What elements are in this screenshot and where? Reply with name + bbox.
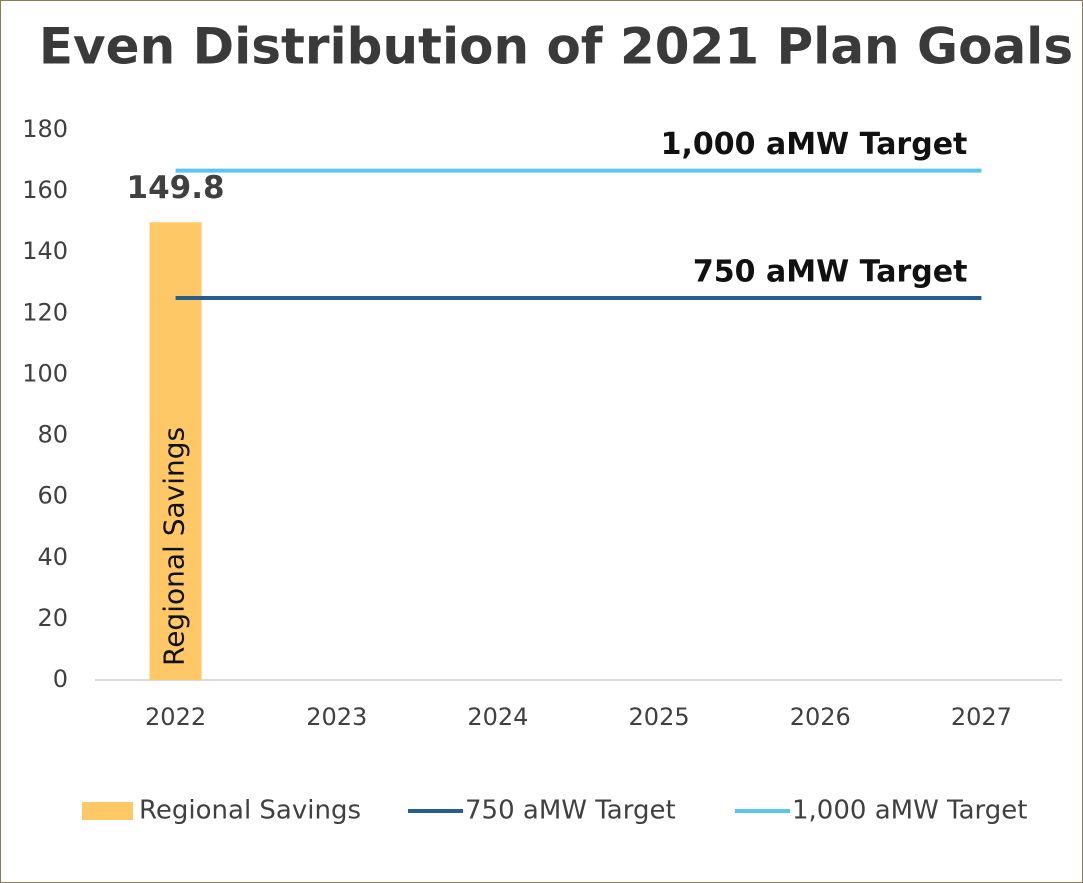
x-tick-label: 2023 <box>306 703 367 731</box>
y-tick-label: 20 <box>37 604 68 632</box>
bar-label: Regional Savings <box>158 427 191 666</box>
x-tick-label: 2025 <box>629 703 690 731</box>
x-tick-label: 2022 <box>145 703 206 731</box>
x-tick-label: 2026 <box>790 703 851 731</box>
legend-label: Regional Savings <box>139 796 361 826</box>
x-tick-label: 2027 <box>951 703 1012 731</box>
data-label: 149.8 <box>127 170 225 206</box>
y-tick-label: 40 <box>37 543 68 571</box>
y-tick-label: 80 <box>37 421 68 449</box>
legend-label: 750 aMW Target <box>465 796 676 826</box>
line-label: 750 aMW Target <box>693 255 968 290</box>
chart-title: Even Distribution of 2021 Plan Goals <box>39 18 1073 76</box>
y-tick-label: 180 <box>22 115 68 143</box>
line-label: 1,000 aMW Target <box>661 127 968 162</box>
y-tick-label: 120 <box>22 298 68 326</box>
y-tick-label: 60 <box>37 482 68 510</box>
y-tick-label: 100 <box>22 359 68 387</box>
legend-label: 1,000 aMW Target <box>792 796 1027 826</box>
y-tick-label: 0 <box>53 665 68 693</box>
y-tick-label: 160 <box>22 176 68 204</box>
x-tick-label: 2024 <box>467 703 528 731</box>
legend-swatch <box>82 802 133 820</box>
y-tick-label: 140 <box>22 237 68 265</box>
